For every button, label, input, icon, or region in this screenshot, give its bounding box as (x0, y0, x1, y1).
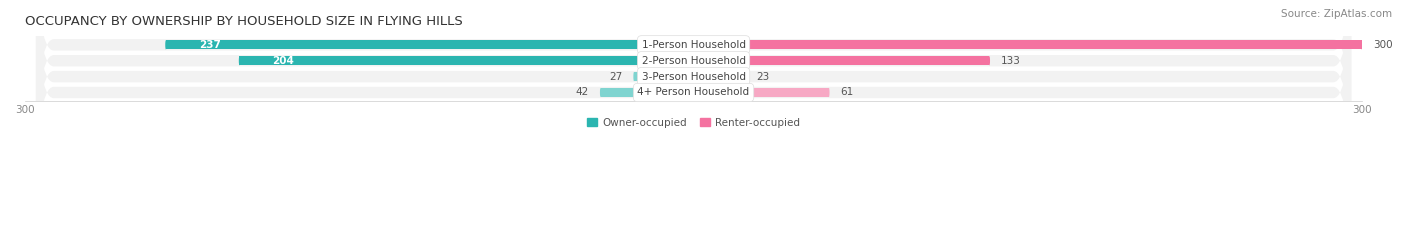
FancyBboxPatch shape (239, 56, 693, 65)
FancyBboxPatch shape (600, 88, 693, 97)
FancyBboxPatch shape (37, 0, 1351, 198)
Text: 204: 204 (273, 56, 294, 66)
Text: 300: 300 (1374, 40, 1393, 50)
FancyBboxPatch shape (695, 72, 744, 81)
FancyBboxPatch shape (634, 72, 693, 81)
Text: 237: 237 (198, 40, 221, 50)
FancyBboxPatch shape (37, 0, 1351, 182)
FancyBboxPatch shape (37, 0, 1351, 214)
Text: 42: 42 (575, 88, 589, 97)
FancyBboxPatch shape (695, 88, 830, 97)
FancyBboxPatch shape (37, 0, 1351, 166)
Text: 1-Person Household: 1-Person Household (641, 40, 745, 50)
Text: 4+ Person Household: 4+ Person Household (637, 88, 749, 97)
Text: Source: ZipAtlas.com: Source: ZipAtlas.com (1281, 9, 1392, 19)
Legend: Owner-occupied, Renter-occupied: Owner-occupied, Renter-occupied (582, 113, 804, 132)
Text: 61: 61 (841, 88, 853, 97)
FancyBboxPatch shape (166, 40, 693, 49)
Text: 2-Person Household: 2-Person Household (641, 56, 745, 66)
Text: 3-Person Household: 3-Person Household (641, 72, 745, 82)
Text: OCCUPANCY BY OWNERSHIP BY HOUSEHOLD SIZE IN FLYING HILLS: OCCUPANCY BY OWNERSHIP BY HOUSEHOLD SIZE… (25, 15, 463, 28)
Text: 23: 23 (756, 72, 769, 82)
FancyBboxPatch shape (695, 40, 1361, 49)
Text: 133: 133 (1001, 56, 1021, 66)
FancyBboxPatch shape (695, 56, 990, 65)
Text: 27: 27 (609, 72, 623, 82)
